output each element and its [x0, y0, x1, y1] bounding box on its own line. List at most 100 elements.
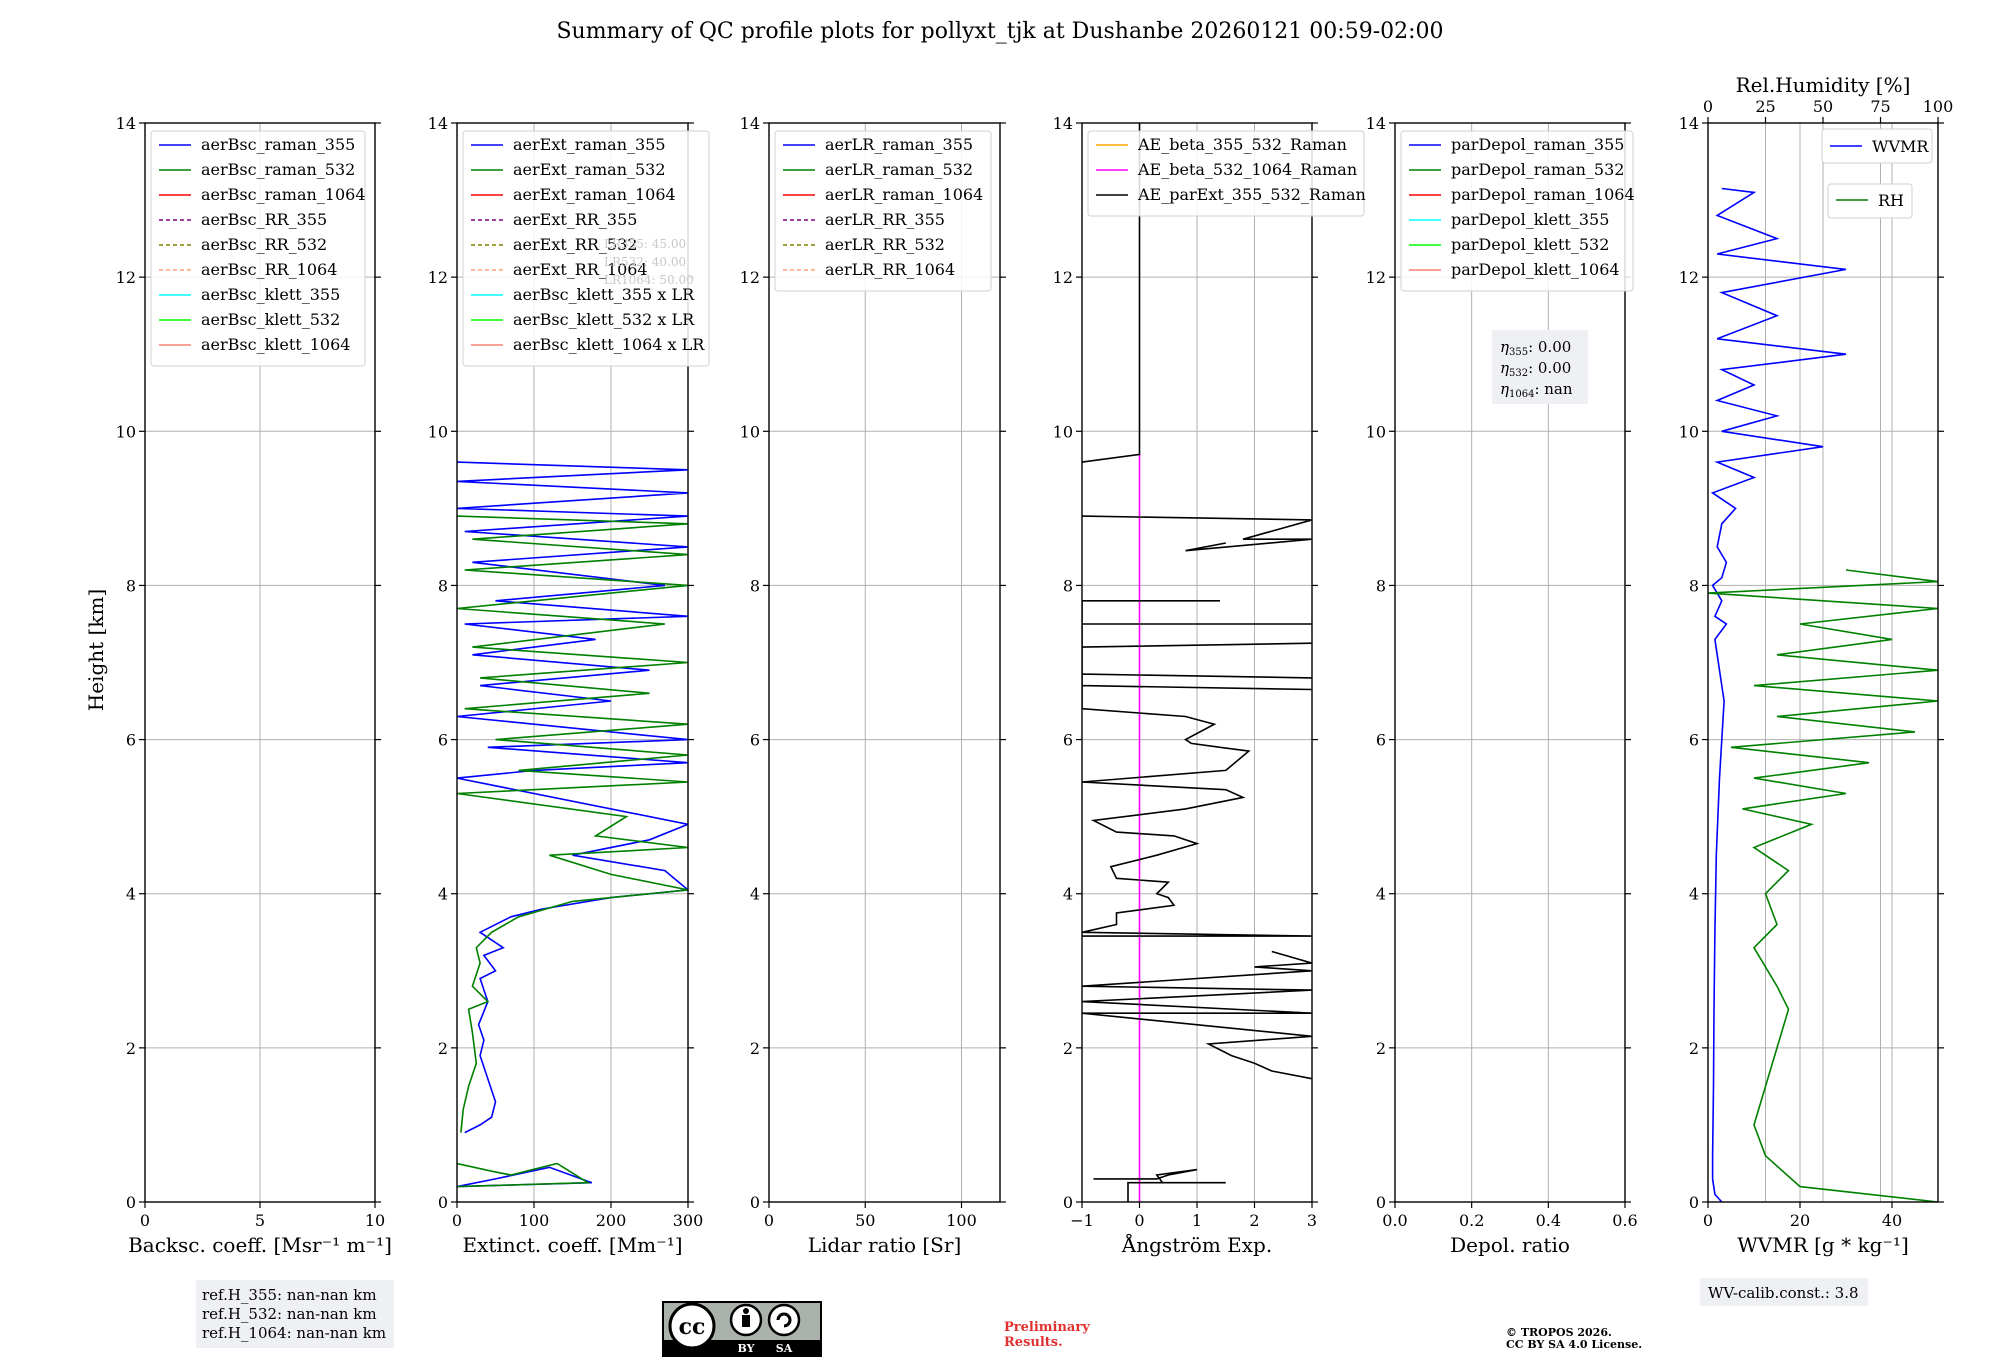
legend-label: aerExt_RR_532 — [513, 235, 637, 254]
x-tick-label: 0.4 — [1536, 1211, 1561, 1230]
eta-subscript: 355 — [1509, 347, 1528, 358]
eta-value: : nan — [1534, 380, 1572, 398]
legend-frame — [1827, 183, 1913, 219]
y-tick-label: 4 — [438, 885, 448, 904]
legend-label: AE_beta_355_532_Raman — [1137, 135, 1347, 154]
x-axis-label: Ångström Exp. — [1121, 1232, 1272, 1257]
preliminary-line-2: Results. — [1004, 1335, 1063, 1350]
series-line-AE_parExt_355_532_Raman_e — [1093, 1168, 1226, 1202]
x-tick-label: 0.6 — [1612, 1211, 1637, 1230]
y-tick-label: 4 — [1376, 885, 1386, 904]
y-tick-label: 2 — [1376, 1039, 1386, 1058]
legend-label: RH — [1878, 191, 1904, 210]
x-tick-label: 40 — [1882, 1211, 1902, 1230]
series-group — [457, 461, 688, 1188]
x-tick-label: 2 — [1249, 1211, 1259, 1230]
eta-subscript: 1064 — [1509, 389, 1534, 400]
x-tick-label: 3 — [1307, 1211, 1317, 1230]
wv-calib-box: WV-calib.const.: 3.8 — [1700, 1278, 1868, 1306]
legend-label: aerExt_RR_355 — [513, 210, 637, 229]
x-tick-label: 100 — [519, 1211, 550, 1230]
y-tick-label: 8 — [438, 576, 448, 595]
wv-calib-text: WV-calib.const.: 3.8 — [1708, 1284, 1859, 1302]
legend-label: AE_parExt_355_532_Raman — [1137, 185, 1366, 204]
y-tick-label: 8 — [126, 576, 136, 595]
legend: AE_beta_355_532_Raman AE_beta_532_1064_Ra… — [1087, 130, 1366, 217]
y-tick-label: 2 — [750, 1039, 760, 1058]
y-tick-label: 8 — [1063, 576, 1073, 595]
eta-value: : 0.00 — [1528, 359, 1571, 377]
y-tick-label: 10 — [1366, 422, 1386, 441]
y-tick-label: 6 — [438, 731, 448, 750]
legend-label: aerLR_raman_355 — [825, 135, 973, 154]
eta-line: η1064: nan — [1500, 380, 1573, 400]
y-tick-label: 2 — [1689, 1039, 1699, 1058]
x-tick-label: 0.0 — [1382, 1211, 1407, 1230]
legend-label: aerExt_raman_355 — [513, 135, 666, 154]
legend: aerLR_raman_355 aerLR_raman_532 aerLR_rama… — [774, 130, 992, 292]
y-tick-label: 10 — [428, 422, 448, 441]
y-tick-label: 10 — [1679, 422, 1699, 441]
ref-height-box: ref.H_355: nan-nan km ref.H_532: nan-nan… — [196, 1280, 394, 1348]
series-line-AE_parExt_355_532_Raman_d — [1082, 950, 1312, 1080]
x-tick-label: 20 — [1790, 1211, 1810, 1230]
panel-backscatter: 0 5 10 0 2 4 6 8 10 12 14 Backsc. coeff. [Msr⁻¹ m⁻¹… — [116, 114, 392, 1257]
legend: aerExt_raman_355 aerExt_raman_532 aerExt_r… — [462, 130, 710, 367]
y-tick-label: 12 — [1053, 268, 1073, 287]
copyright-line-1: © TROPOS 2026. — [1506, 1326, 1612, 1339]
legend-label: AE_beta_532_1064_Raman — [1137, 160, 1357, 179]
y-tick-label: 2 — [126, 1039, 136, 1058]
x-tick-label: 0 — [1134, 1211, 1144, 1230]
preliminary-note: Preliminary Results. — [1004, 1320, 1090, 1350]
legend-label: aerExt_raman_532 — [513, 160, 666, 179]
legend-label: aerBsc_raman_532 — [201, 160, 355, 179]
legend-frame — [462, 130, 710, 367]
lr-note: LR1064: 50.00 — [604, 273, 694, 287]
ref-height-box-bg — [196, 1280, 394, 1348]
top-x-tick-label: 25 — [1755, 97, 1775, 116]
y-tick-label: 0 — [438, 1193, 448, 1212]
y-tick-label: 8 — [750, 576, 760, 595]
y-tick-label: 8 — [1689, 576, 1699, 595]
y-tick-label: 14 — [1366, 114, 1386, 133]
legend-label: aerBsc_klett_1064 x LR — [513, 335, 705, 354]
legend-wvmr: WVMR — [1821, 128, 1933, 164]
x-axis-label: Depol. ratio — [1450, 1233, 1570, 1257]
series-line-aerExt_raman_532_low — [457, 1162, 591, 1188]
x-tick-label: −1 — [1070, 1211, 1094, 1230]
axes-frame — [456, 122, 689, 1203]
panel-lidar_ratio: 0 50 100 0 2 4 6 8 10 12 14 Lidar ratio [Sr] aerLR_r… — [740, 114, 1006, 1257]
y-tick-label: 10 — [1053, 422, 1073, 441]
x-tick-label: 0 — [1703, 1211, 1713, 1230]
y-tick-label: 14 — [1053, 114, 1073, 133]
series-line-aerExt_raman_355 — [457, 461, 688, 1134]
y-tick-label: 12 — [740, 268, 760, 287]
x-tick-label: 5 — [255, 1211, 265, 1230]
y-tick-label: 12 — [1679, 268, 1699, 287]
x-tick-label: 300 — [673, 1211, 704, 1230]
y-tick-label: 12 — [1366, 268, 1386, 287]
series-group — [1708, 187, 1938, 1202]
series-line-AE_parExt_355_532_Raman_c — [1082, 599, 1312, 937]
x-axis-label: Backsc. coeff. [Msr⁻¹ m⁻¹] — [128, 1233, 392, 1257]
legend-label: aerExt_RR_1064 — [513, 260, 648, 279]
legend-label: aerBsc_RR_355 — [201, 210, 327, 229]
y-tick-label: 2 — [1063, 1039, 1073, 1058]
cc-badge-text: cc — [679, 1314, 706, 1340]
copyright-line-2: CC BY SA 4.0 License. — [1506, 1338, 1642, 1351]
top-x-tick-label: 75 — [1870, 97, 1890, 116]
y-tick-label: 14 — [740, 114, 760, 133]
eta-line: η355: 0.00 — [1500, 338, 1571, 358]
x-tick-label: 50 — [855, 1211, 875, 1230]
y-tick-label: 10 — [740, 422, 760, 441]
legend-frame — [1087, 130, 1365, 217]
legend-frame — [150, 130, 366, 367]
y-tick-label: 0 — [750, 1193, 760, 1212]
preliminary-line-1: Preliminary — [1004, 1320, 1090, 1335]
legend-label: aerLR_raman_1064 — [825, 185, 983, 204]
ref-height-355: ref.H_355: nan-nan km — [202, 1286, 377, 1304]
y-tick-label: 4 — [1063, 885, 1073, 904]
legend-label: parDepol_raman_532 — [1451, 160, 1624, 179]
